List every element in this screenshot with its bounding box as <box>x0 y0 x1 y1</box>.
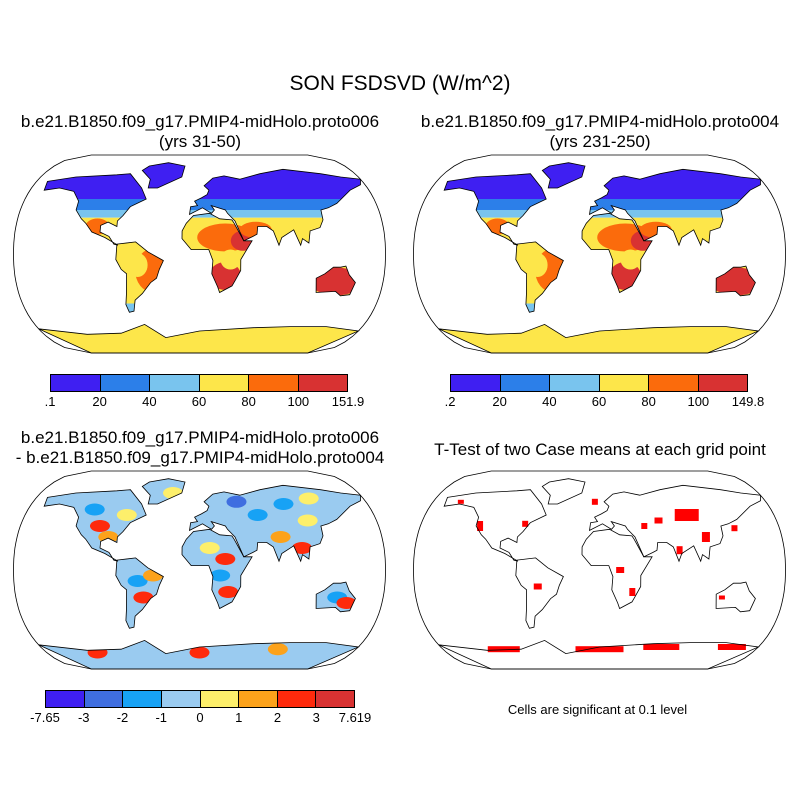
colorbar-labels-top-right: .2 20 40 60 80 100 149.8 <box>445 394 765 412</box>
panel-title-line2: (yrs 231-250) <box>549 132 651 151</box>
colorbar-swatch <box>199 375 249 391</box>
panel-title-line1: b.e21.B1850.f09_g17.PMIP4-midHolo.proto0… <box>20 112 380 131</box>
colorbar-swatch <box>123 691 162 707</box>
colorbar-swatch <box>150 375 200 391</box>
colorbar-tick-label: 60 <box>591 394 607 409</box>
colorbar-swatch <box>84 691 124 707</box>
colorbar-swatch <box>249 375 299 391</box>
panel-title-line1: b.e21.B1850.f09_g17.PMIP4-midHolo.proto0… <box>20 428 380 447</box>
colorbar-tick-label: -2 <box>116 710 129 725</box>
colorbar-tick-label: 20 <box>492 394 507 409</box>
colorbar-swatch <box>239 691 278 707</box>
map-outline <box>13 154 386 354</box>
colorbar-tick-label: 40 <box>142 394 157 409</box>
colorbar-swatch <box>51 375 101 391</box>
panel-title-line2: - b.e21.B1850.f09_g17.PMIP4-midHolo.prot… <box>15 448 385 467</box>
colorbar-tick-label: 0 <box>196 710 204 725</box>
colorbar-swatch <box>649 375 699 391</box>
colorbar-tick-label: .1 <box>44 394 56 409</box>
map-top-right <box>413 154 786 354</box>
colorbar-tick-label: 80 <box>241 394 256 409</box>
colorbar-labels-bottom-left: -7.65 -3 -2 -1 0 1 2 3 7.619 <box>30 710 371 728</box>
colorbar-swatch <box>46 691 85 707</box>
colorbar-tick-label: -1 <box>155 710 168 725</box>
colorbar-tick-label: .2 <box>444 394 456 409</box>
coastlines <box>438 162 761 354</box>
colorbar-tick-label: 60 <box>191 394 207 409</box>
colorbar-swatch <box>550 375 600 391</box>
map-bottom-right <box>413 470 786 670</box>
colorbar-swatch <box>698 375 747 391</box>
figure-title: SON FSDSVD (W/m^2) <box>289 72 511 95</box>
colorbar-swatch <box>277 691 317 707</box>
colorbar-tick-label: 20 <box>92 394 107 409</box>
panel-title-line2: (yrs 31-50) <box>158 132 242 151</box>
colorbar-swatch <box>298 375 347 391</box>
colorbar-swatch <box>200 691 240 707</box>
map-outline <box>13 470 386 670</box>
map-bottom-left <box>13 470 386 670</box>
colorbar-top-left <box>50 374 348 392</box>
colorbar-bottom-left <box>45 690 355 708</box>
colorbar-tick-label: -3 <box>77 710 90 725</box>
panel-title-top-right: b.e21.B1850.f09_g17.PMIP4-midHolo.proto0… <box>400 112 800 152</box>
colorbar-tick-label: 100 <box>687 394 710 409</box>
panel-title-bottom-left: b.e21.B1850.f09_g17.PMIP4-midHolo.proto0… <box>0 428 400 468</box>
colorbar-tick-label: 100 <box>287 394 310 409</box>
colorbar-tick-label: 40 <box>542 394 557 409</box>
colorbar-swatch <box>100 375 150 391</box>
colorbar-tick-label: 3 <box>312 710 320 725</box>
colorbar-swatch <box>599 375 649 391</box>
panel-title-top-left: b.e21.B1850.f09_g17.PMIP4-midHolo.proto0… <box>0 112 400 152</box>
colorbar-tick-label: 7.619 <box>338 710 372 725</box>
colorbar-swatch <box>500 375 550 391</box>
colorbar-tick-label: -7.65 <box>30 710 60 725</box>
significance-cells <box>457 498 746 653</box>
colorbar-swatch <box>451 375 501 391</box>
map-top-left <box>13 154 386 354</box>
colorbar-tick-label: 1 <box>235 710 243 725</box>
significance-note: Cells are significant at 0.1 level <box>507 702 688 717</box>
map-outline <box>413 154 786 354</box>
colorbar-top-right <box>450 374 748 392</box>
colorbar-tick-label: 149.8 <box>731 394 765 409</box>
map-ocean <box>413 471 786 669</box>
colorbar-tick-label: 151.9 <box>331 394 365 409</box>
colorbar-labels-top-left: .1 20 40 60 80 100 151.9 <box>45 394 365 412</box>
colorbar-tick-label: 80 <box>641 394 656 409</box>
map-outline <box>413 470 786 670</box>
panel-title-line1: b.e21.B1850.f09_g17.PMIP4-midHolo.proto0… <box>420 112 780 131</box>
panel-title-bottom-right: T-Test of two Case means at each grid po… <box>434 440 766 459</box>
colorbar-swatch <box>161 691 201 707</box>
colorbar-tick-label: 2 <box>273 710 282 725</box>
colorbar-swatch <box>316 691 354 707</box>
